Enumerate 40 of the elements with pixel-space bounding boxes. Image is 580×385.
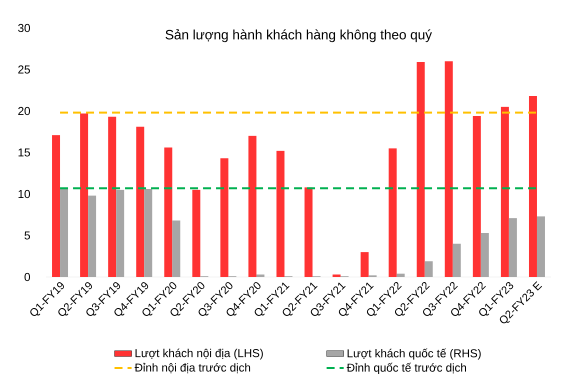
bar (444, 61, 453, 277)
bar (80, 113, 88, 277)
y-tick-label: 15 (18, 148, 30, 157)
bar (172, 220, 180, 277)
bar (360, 252, 369, 277)
legend-label: Đỉnh nội địa trước dịch (134, 362, 250, 374)
y-tick-label: 30 (18, 24, 30, 32)
legend-label: Lượt khách quốc tế (RHS) (348, 348, 481, 360)
bar (88, 196, 96, 277)
y-tick-label: 10 (18, 190, 30, 198)
y-tick-label: 25 (18, 65, 30, 74)
bar (276, 150, 284, 277)
bar (508, 218, 517, 277)
bar (396, 274, 405, 277)
bar (116, 190, 124, 277)
bar (192, 190, 200, 277)
bar (220, 158, 228, 277)
bar (480, 233, 489, 277)
bar (60, 189, 68, 277)
y-tick-label: 0 (24, 272, 30, 282)
y-tick-label: 20 (18, 106, 30, 116)
bar (144, 189, 152, 277)
legend-label: Đỉnh quốc tế trước dịch (346, 362, 466, 374)
y-tick-label: 5 (24, 231, 30, 240)
bar (136, 126, 144, 277)
bar (416, 62, 425, 277)
bar (248, 136, 256, 277)
chart-title: Sản lượng hành khách hàng không theo quý (166, 29, 432, 42)
bar (528, 96, 537, 277)
bar (164, 148, 172, 277)
bar (388, 148, 397, 277)
bar (452, 244, 461, 277)
bar (108, 116, 116, 277)
bar (424, 261, 433, 277)
bar (52, 135, 60, 277)
bar (472, 116, 481, 277)
legend-label: Lượt khách nội địa (LHS) (136, 348, 263, 360)
bar (536, 216, 545, 277)
bar (500, 106, 509, 277)
bar (304, 187, 313, 277)
